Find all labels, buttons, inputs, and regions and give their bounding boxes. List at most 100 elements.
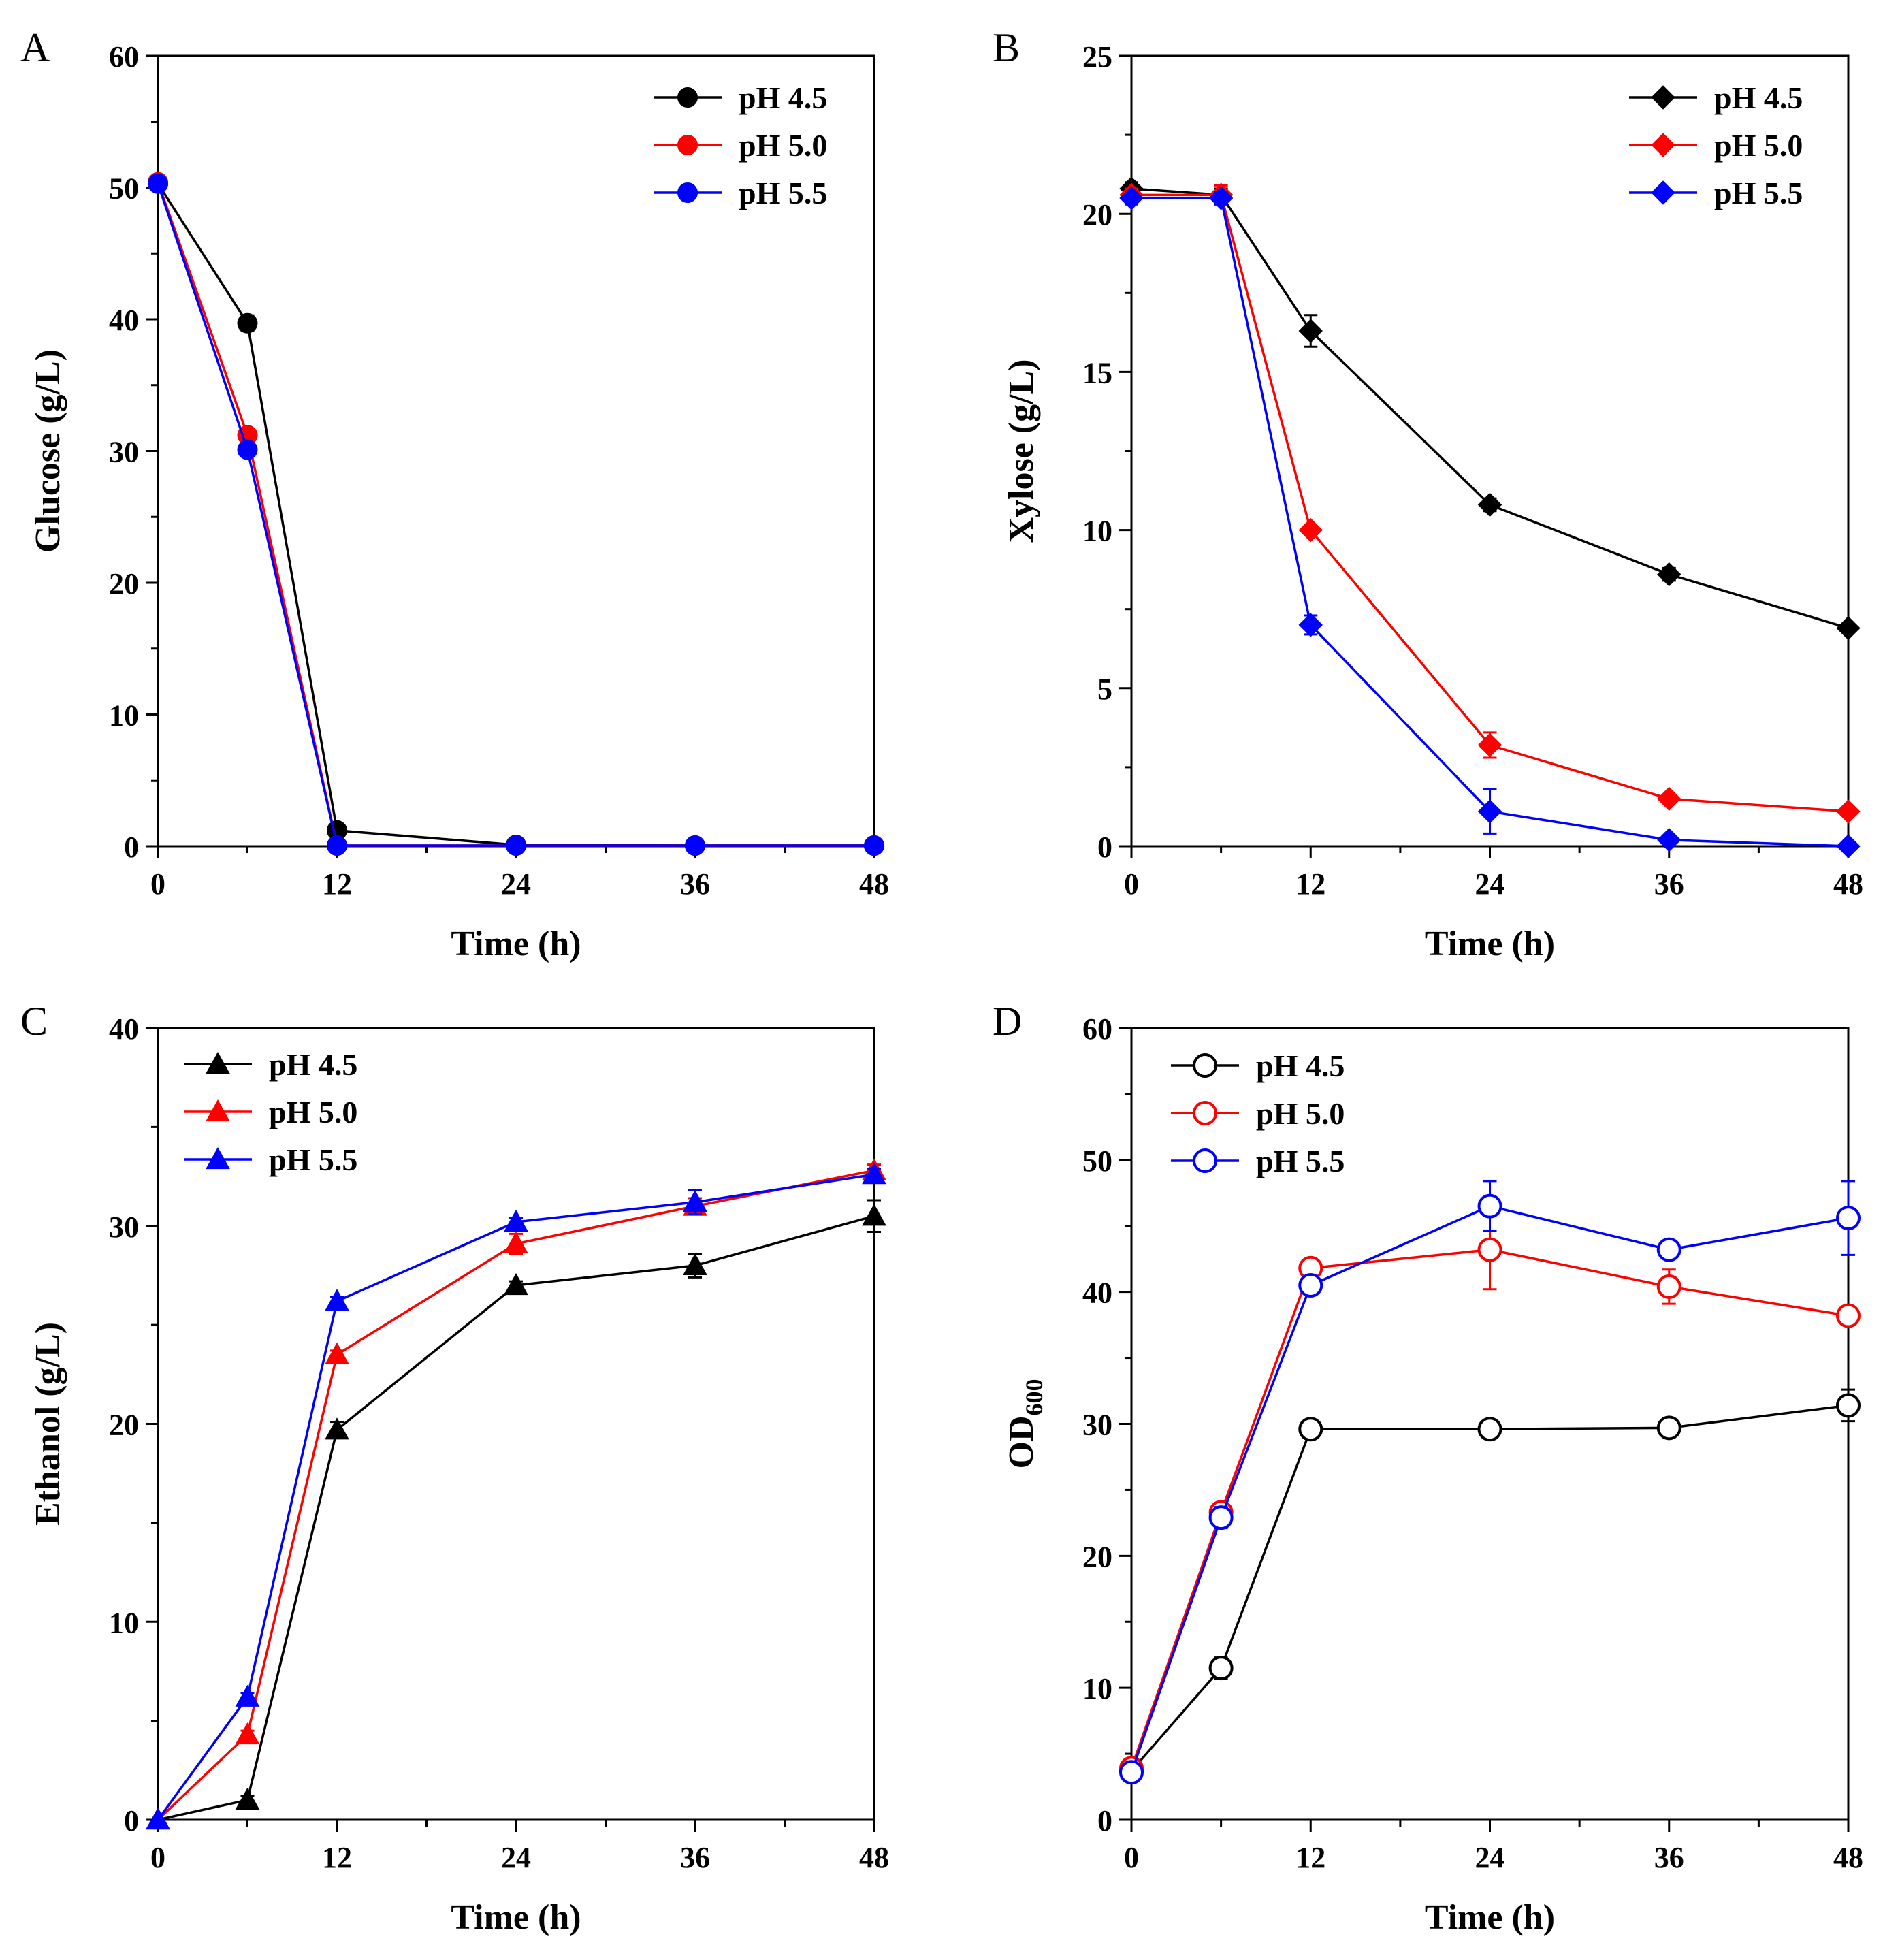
- legend-entry-1: pH 5.0: [184, 1095, 357, 1129]
- data-point: [325, 1342, 349, 1364]
- series-line: [1131, 187, 1849, 630]
- series-0: [146, 1199, 886, 1830]
- data-point: [506, 835, 526, 856]
- legend-marker: [1651, 85, 1675, 110]
- y-tick-label: 0: [1097, 831, 1112, 864]
- y-tick-label: 40: [109, 304, 139, 337]
- series-line: [1131, 193, 1849, 813]
- y-axis-title-main: OD: [1002, 1416, 1041, 1469]
- panel-letter: D: [993, 999, 1022, 1044]
- legend-marker: [1193, 1053, 1217, 1078]
- plot-frame: [157, 1027, 875, 1821]
- x-tick-label: 0: [150, 1841, 165, 1874]
- x-tick-label: 24: [501, 1841, 531, 1874]
- plot-frame: [157, 54, 875, 848]
- x-tick-label: 36: [680, 1841, 710, 1874]
- y-tick-label: 50: [109, 172, 139, 206]
- x-tick-label: 12: [1295, 867, 1325, 901]
- data-point: [1836, 615, 1861, 641]
- y-tick-label: 10: [1082, 1672, 1112, 1705]
- x-tick-label: 24: [501, 867, 531, 901]
- x-tick-label: 12: [322, 1841, 352, 1874]
- legend-marker: [677, 87, 698, 108]
- y-axis-title-main: Glucose (g/L): [29, 349, 67, 553]
- series-line: [157, 1169, 875, 1821]
- x-tick-label: 48: [859, 1841, 889, 1874]
- x-axis-title: Time (h): [451, 1898, 581, 1937]
- y-tick-label: 40: [1082, 1276, 1112, 1310]
- y-tick-label: 60: [109, 40, 139, 74]
- y-axis-title: Glucose (g/L): [29, 349, 67, 553]
- panel-c: C 0 12 24 36 48 0 10 20 30 40 Time (h) Ethanol (g/L)…: [20, 999, 889, 1937]
- x-tick-label: 12: [322, 867, 352, 901]
- legend-entry-2: pH 5.5: [184, 1142, 357, 1177]
- panel-a: A 0 12 24 36 48 0 10 20 30 40 50 60 Time (h) Glucose (…: [20, 25, 889, 963]
- x-tick-label: 36: [680, 867, 710, 901]
- x-tick-label: 0: [1124, 867, 1139, 901]
- legend-marker: [1651, 180, 1675, 205]
- data-point: [1657, 786, 1681, 812]
- series-2: [1119, 186, 1861, 858]
- panel-b: B 0 12 24 36 48 0 5 10 15 20 25 Time (h) Xylose (g/L)…: [993, 25, 1863, 963]
- y-tick-label: 60: [1082, 1012, 1112, 1046]
- data-point: [1836, 1393, 1861, 1418]
- legend-label: pH 5.0: [1256, 1096, 1345, 1131]
- y-tick-label: 10: [1082, 515, 1112, 548]
- y-axis-title: Ethanol (g/L): [29, 1322, 67, 1526]
- legend-marker: [1651, 133, 1675, 157]
- legend-label: pH 5.5: [269, 1142, 357, 1177]
- legend-entry-2: pH 5.5: [654, 176, 827, 210]
- data-point: [235, 1684, 260, 1707]
- series-1: [148, 172, 884, 856]
- series-2: [148, 173, 884, 856]
- series-line: [1131, 197, 1849, 848]
- series-2: [146, 1162, 886, 1830]
- data-point: [504, 1272, 528, 1296]
- x-tick-label: 0: [150, 867, 165, 901]
- panel-letter: C: [20, 999, 48, 1044]
- data-point: [237, 312, 258, 334]
- x-tick-label: 24: [1475, 1841, 1505, 1874]
- series-line: [1130, 1204, 1849, 1773]
- x-tick-label: 24: [1475, 867, 1505, 901]
- legend-marker: [677, 182, 698, 203]
- series-1: [1119, 1208, 1861, 1781]
- x-tick-label: 12: [1295, 1841, 1325, 1874]
- x-tick-label: 48: [1833, 867, 1863, 901]
- series-2: [1119, 1180, 1861, 1785]
- legend-marker: [1193, 1148, 1217, 1173]
- y-axis-title-subscript: 600: [1020, 1379, 1048, 1416]
- data-point: [146, 1807, 170, 1830]
- x-axis-title: Time (h): [1425, 925, 1555, 963]
- legend-entry-0: pH 4.5: [184, 1047, 357, 1082]
- data-point: [325, 1289, 349, 1311]
- legend-label: pH 5.5: [1714, 176, 1803, 210]
- data-point: [1208, 1505, 1234, 1530]
- legend-label: pH 5.5: [739, 176, 827, 210]
- y-tick-label: 0: [124, 1804, 139, 1837]
- data-point: [1657, 562, 1681, 587]
- series-line: [157, 1215, 875, 1821]
- data-point: [1477, 733, 1502, 758]
- legend-entry-1: pH 5.0: [654, 128, 827, 163]
- x-tick-label: 36: [1654, 1841, 1684, 1874]
- data-point: [1836, 799, 1861, 824]
- legend-entry-0: pH 4.5: [1171, 1048, 1345, 1083]
- data-point: [1208, 186, 1234, 210]
- x-tick-label: 48: [1833, 1841, 1863, 1874]
- y-tick-label: 30: [109, 436, 139, 469]
- data-point: [1477, 1417, 1502, 1442]
- data-point: [1836, 834, 1861, 858]
- data-point: [1298, 1272, 1323, 1298]
- legend-entry-1: pH 5.0: [1171, 1096, 1345, 1131]
- legend-label: pH 4.5: [739, 80, 827, 115]
- data-point: [685, 835, 705, 856]
- data-point: [683, 1189, 707, 1212]
- x-tick-label: 0: [1124, 1841, 1139, 1874]
- data-point: [1656, 1237, 1681, 1262]
- legend-entry-2: pH 5.5: [1171, 1144, 1345, 1178]
- data-point: [325, 1417, 349, 1440]
- data-point: [1119, 186, 1144, 210]
- legend-label: pH 4.5: [1714, 80, 1803, 115]
- y-axis-title: OD600: [1002, 1379, 1048, 1469]
